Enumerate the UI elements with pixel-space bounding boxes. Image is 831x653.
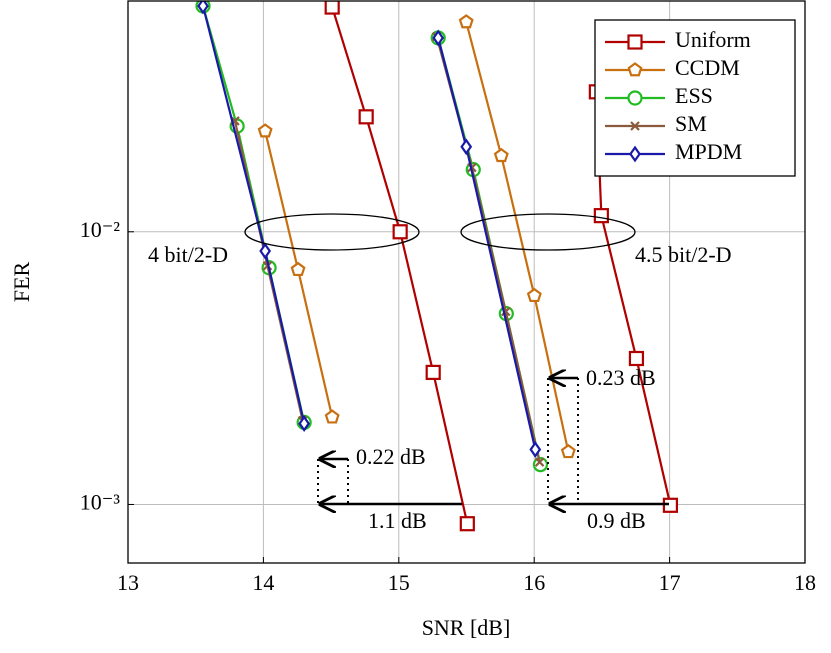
marker [197,1,209,15]
annotation: 0.22 dB [356,444,426,469]
marker [459,516,475,532]
legend-label: SM [675,111,707,136]
marker [627,34,643,50]
legend-label: MPDM [675,139,742,164]
legend-label: Uniform [675,27,751,52]
marker [358,109,374,125]
marker [425,364,441,381]
x-tick-label: 18 [794,570,816,595]
annotations: 4 bit/2-D 4.5 bit/2-D 0.22 dB 1.1 dB 0.2… [143,213,732,533]
annotation: 1.1 dB [368,508,427,533]
marker [526,287,542,303]
x-tick-label: 14 [252,570,274,595]
label-bg [143,240,251,270]
marker [324,1,340,15]
marker [324,409,340,424]
annotation: 4 bit/2-D [148,242,228,267]
annotation: 0.9 dB [587,508,646,533]
marker [662,497,679,513]
marker [534,457,545,467]
marker [493,147,509,163]
y-axis-title: FER [9,262,34,303]
plot-frame [127,0,806,564]
marker [458,14,474,29]
series-line [201,5,537,450]
legend-label: ESS [675,83,713,108]
y-tick-label: 10⁻³ [80,490,121,515]
marker [560,443,576,459]
marker [259,242,272,260]
marker [627,62,643,77]
series-line [233,36,541,463]
series-line [201,5,542,465]
legend-label: CCDM [675,55,740,80]
marker [460,138,473,156]
x-axis-title: SNR [dB] [422,615,511,640]
marker [432,29,445,47]
marker [298,415,311,432]
y-tick-label: 10⁻² [80,217,121,242]
x-tick-label: 16 [523,570,545,595]
marker [257,123,273,138]
x-tick-label: 15 [388,570,410,595]
marker [392,224,408,240]
marker [593,208,609,224]
marker [628,350,645,367]
group-ellipse [460,213,636,251]
marker [630,121,640,131]
x-tick-label: 17 [659,570,681,595]
marker [532,457,549,473]
x-tick-label: 13 [117,570,139,595]
annotation: 4.5 bit/2-D [635,242,732,267]
marker [627,90,643,106]
marker [629,145,641,163]
marker [290,261,306,277]
group-ellipse [244,213,420,251]
marker [529,441,542,458]
annotation: 0.23 dB [586,365,656,390]
